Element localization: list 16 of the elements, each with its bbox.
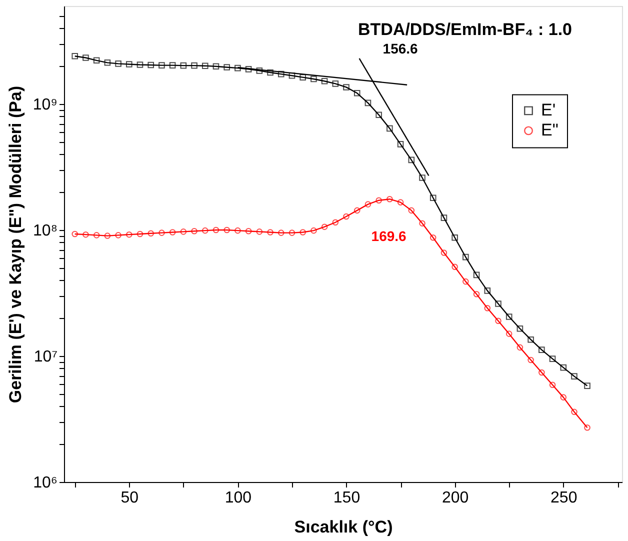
y-tick-label: 10⁹	[32, 96, 58, 114]
y-tick-label: 10⁸	[32, 222, 58, 240]
x-tick-label: 150	[333, 490, 360, 506]
y-tick-label: 10⁶	[33, 474, 58, 492]
y-tick-label: 10⁷	[34, 348, 58, 366]
x-tick-label: 200	[442, 490, 469, 506]
x-tick-label: 50	[120, 490, 139, 506]
legend-label: E"	[541, 120, 558, 140]
annotation: BTDA/DDS/EmIm-BF₄ : 1.0	[358, 20, 572, 39]
annotation: 169.6	[371, 228, 407, 244]
x-tick-label: 250	[550, 490, 578, 506]
legend-label: E'	[541, 100, 556, 120]
y-axis-title: Gerilim (E') ve Kayıp (E") Modülleri (Pa)	[6, 86, 25, 404]
x-tick-label: 100	[224, 490, 252, 506]
x-axis-title: Sıcaklık (°C)	[294, 518, 393, 536]
annotation: 156.6	[382, 40, 418, 57]
